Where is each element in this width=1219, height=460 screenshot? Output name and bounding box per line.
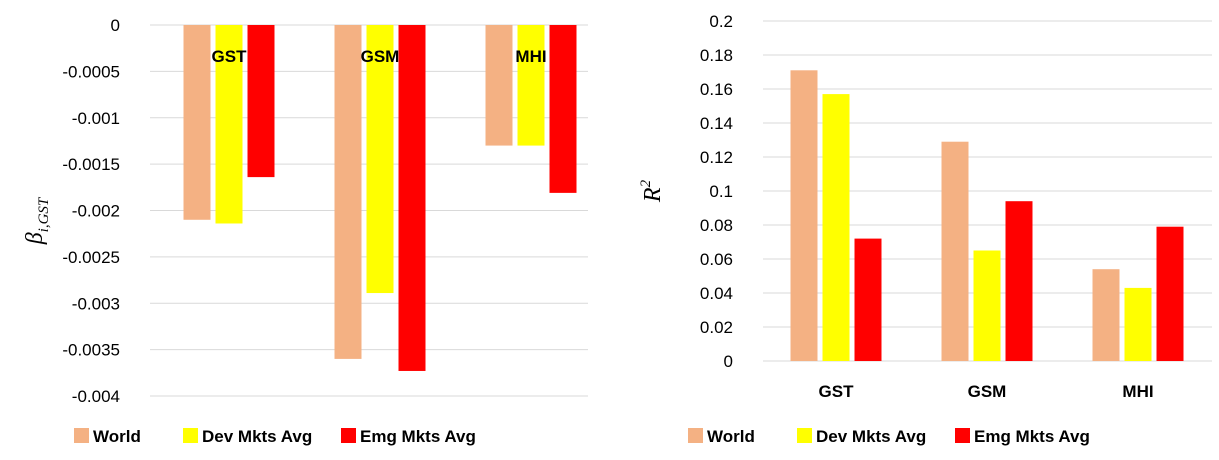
y-tick-label: 0.12 bbox=[700, 148, 733, 167]
y-axis-title: βi,GST bbox=[22, 196, 52, 245]
bar-gst-world bbox=[790, 70, 818, 362]
bar-gsm-world bbox=[941, 141, 969, 361]
category-label: GSM bbox=[968, 382, 1007, 401]
bar-mhi-emg-mkts-avg bbox=[549, 25, 577, 193]
legend-swatch bbox=[74, 428, 89, 443]
bar-gsm-dev-mkts-avg bbox=[973, 250, 1001, 361]
y-tick-label: -0.004 bbox=[72, 387, 120, 406]
legend-swatch bbox=[341, 428, 356, 443]
category-label: GSM bbox=[361, 47, 400, 66]
y-tick-label: -0.001 bbox=[72, 109, 120, 128]
y-tick-label: 0 bbox=[724, 352, 733, 371]
legend-swatch bbox=[797, 428, 812, 443]
legend-label: World bbox=[707, 427, 755, 446]
category-label: GST bbox=[819, 382, 855, 401]
bar-gst-emg-mkts-avg bbox=[854, 238, 882, 361]
bar-gst-dev-mkts-avg bbox=[215, 25, 243, 224]
beta-chart: 0 -0.0005 -0.001 -0.0015 -0.002 -0.0025 -0.003… bbox=[22, 16, 588, 446]
y-tick-label: 0.02 bbox=[700, 318, 733, 337]
y-tick-label: -0.0025 bbox=[62, 248, 120, 267]
y-tick-label: -0.003 bbox=[72, 294, 120, 313]
y-tick-label: 0.08 bbox=[700, 216, 733, 235]
bar-mhi-emg-mkts-avg bbox=[1156, 226, 1184, 361]
y-tick-label: -0.0015 bbox=[62, 155, 120, 174]
y-tick-label: 0.04 bbox=[700, 284, 733, 303]
legend-label: Emg Mkts Avg bbox=[974, 427, 1090, 446]
y-tick-label: 0.1 bbox=[709, 182, 733, 201]
y-tick-label: -0.002 bbox=[72, 202, 120, 221]
y-tick-label: 0.06 bbox=[700, 250, 733, 269]
category-label: MHI bbox=[515, 47, 546, 66]
y-axis-title: R2 bbox=[638, 179, 666, 203]
bar-gsm-emg-mkts-avg bbox=[1005, 201, 1033, 361]
legend-swatch bbox=[688, 428, 703, 443]
category-label: GST bbox=[212, 47, 248, 66]
y-tick-label: 0.18 bbox=[700, 46, 733, 65]
y-axis-title-main: β bbox=[22, 232, 48, 245]
y-tick-label: 0.2 bbox=[709, 12, 733, 31]
bar-gst-world bbox=[183, 25, 211, 220]
y-tick-label: 0 bbox=[111, 16, 120, 35]
bar-mhi-world bbox=[1092, 269, 1120, 361]
bar-mhi-dev-mkts-avg bbox=[517, 25, 545, 146]
legend-swatch bbox=[183, 428, 198, 443]
legend-label: Dev Mkts Avg bbox=[202, 427, 312, 446]
bar-gst-emg-mkts-avg bbox=[247, 25, 275, 178]
bar-gsm-world bbox=[334, 25, 362, 359]
legend-label: Dev Mkts Avg bbox=[816, 427, 926, 446]
legend-label: Emg Mkts Avg bbox=[360, 427, 476, 446]
y-tick-label: -0.0005 bbox=[62, 62, 120, 81]
category-label: MHI bbox=[1122, 382, 1153, 401]
y-axis-title-subscript: i,GST bbox=[36, 196, 52, 232]
y-axis-title-main: R bbox=[640, 187, 666, 203]
y-tick-label: 0.14 bbox=[700, 114, 733, 133]
bar-mhi-world bbox=[485, 25, 513, 146]
bar-gst-dev-mkts-avg bbox=[822, 94, 850, 361]
legend-label: World bbox=[93, 427, 141, 446]
bar-gsm-emg-mkts-avg bbox=[398, 25, 426, 371]
y-axis-title-superscript: 2 bbox=[638, 179, 654, 187]
bar-mhi-dev-mkts-avg bbox=[1124, 287, 1152, 361]
bar-gsm-dev-mkts-avg bbox=[366, 25, 394, 294]
r-squared-chart: 0 0.02 0.04 0.06 0.08 0.1 0.12 0.14 0.16 0.18 0.2 G… bbox=[638, 12, 1212, 446]
y-tick-label: -0.0035 bbox=[62, 341, 120, 360]
legend-swatch bbox=[955, 428, 970, 443]
y-tick-label: 0.16 bbox=[700, 80, 733, 99]
